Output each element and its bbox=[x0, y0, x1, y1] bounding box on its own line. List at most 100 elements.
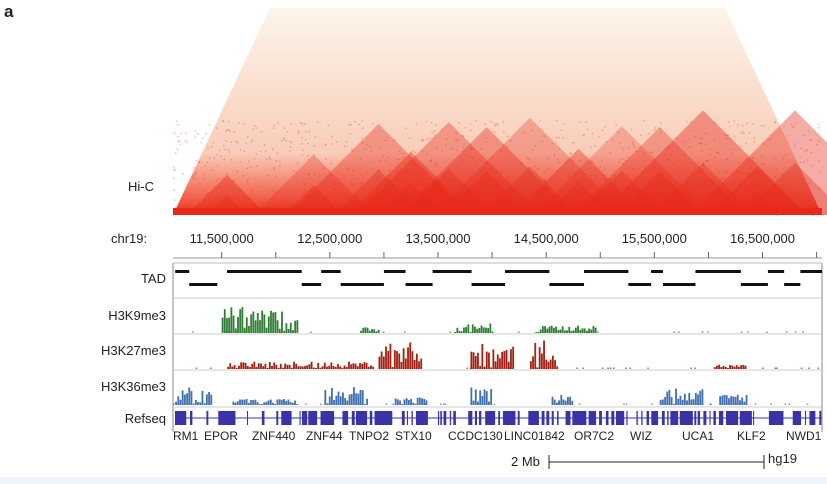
h3k9me3-bar bbox=[456, 327, 459, 333]
h3k27me3-bar bbox=[350, 364, 353, 369]
hic-speckle bbox=[527, 167, 529, 169]
track-label-h3k36me3: H3K36me3 bbox=[100, 379, 166, 394]
h3k36me3-bar bbox=[479, 390, 482, 405]
h3k27me3-bar bbox=[323, 362, 326, 369]
h3k9me3-dot bbox=[225, 331, 228, 333]
hic-speckle bbox=[745, 142, 747, 144]
h3k27me3-bar bbox=[738, 366, 740, 369]
h3k9me3-bar bbox=[373, 329, 376, 333]
hic-speckle bbox=[451, 148, 453, 150]
hic-speckle bbox=[254, 124, 256, 127]
hic-speckle bbox=[418, 193, 421, 196]
hic-speckle bbox=[585, 187, 587, 189]
hic-speckle bbox=[546, 157, 549, 159]
hic-speckle bbox=[507, 179, 510, 182]
hic-speckle bbox=[301, 142, 303, 145]
hic-speckle bbox=[297, 132, 300, 135]
hic-speckle bbox=[744, 203, 746, 206]
hic-speckle bbox=[485, 137, 488, 140]
h3k9me3-bar bbox=[285, 323, 288, 333]
hic-speckle bbox=[475, 162, 477, 164]
hic-speckle bbox=[396, 158, 399, 160]
h3k27me3-bar bbox=[507, 361, 510, 369]
refseq-exon bbox=[443, 411, 447, 425]
h3k36me3-dot bbox=[182, 403, 184, 405]
hic-speckle bbox=[421, 140, 424, 142]
hic-speckle bbox=[488, 206, 490, 209]
hic-speckle bbox=[707, 160, 709, 162]
hic-speckle bbox=[569, 203, 572, 205]
hic-speckle bbox=[471, 156, 473, 159]
h3k36me3-bar bbox=[688, 392, 691, 405]
hic-speckle bbox=[729, 138, 732, 140]
hic-speckle bbox=[707, 206, 709, 209]
h3k36me3-bar bbox=[357, 393, 360, 405]
h3k36me3-dot bbox=[788, 403, 791, 405]
refseq-exon bbox=[449, 411, 452, 425]
hic-speckle bbox=[716, 151, 718, 153]
hic-speckle bbox=[690, 193, 692, 195]
hic-speckle bbox=[697, 197, 700, 199]
hic-speckle bbox=[233, 131, 235, 133]
h3k9me3-bar bbox=[223, 309, 226, 333]
h3k27me3-bar bbox=[315, 368, 317, 369]
hic-speckle bbox=[364, 148, 366, 150]
hic-speckle bbox=[222, 144, 225, 147]
hic-speckle bbox=[603, 169, 605, 171]
hic-speckle bbox=[657, 188, 660, 190]
hic-speckle bbox=[579, 121, 582, 123]
bottom-strip bbox=[0, 477, 827, 484]
hic-speckle bbox=[446, 138, 448, 140]
hic-speckle bbox=[633, 146, 636, 148]
h3k9me3-bar bbox=[579, 329, 582, 333]
hic-speckle bbox=[750, 183, 752, 185]
hic-speckle bbox=[175, 152, 177, 155]
hic-domain-core bbox=[379, 183, 443, 215]
hic-speckle bbox=[473, 199, 475, 201]
hic-speckle bbox=[693, 197, 695, 200]
hic-speckle bbox=[285, 140, 287, 142]
hic-speckle bbox=[250, 189, 253, 191]
hic-speckle bbox=[753, 179, 755, 181]
h3k27me3-bar bbox=[380, 351, 383, 369]
hic-speckle bbox=[649, 168, 652, 171]
h3k27me3-bar bbox=[312, 367, 315, 369]
hic-speckle bbox=[589, 195, 591, 197]
hic-speckle bbox=[715, 187, 717, 189]
hic-speckle bbox=[615, 199, 618, 202]
hic-speckle bbox=[333, 188, 335, 190]
hic-speckle bbox=[184, 139, 186, 142]
hic-speckle bbox=[331, 135, 333, 138]
h3k27me3-bar bbox=[496, 354, 499, 369]
hic-speckle bbox=[351, 184, 353, 186]
hic-speckle bbox=[177, 140, 180, 143]
h3k36me3-bar bbox=[730, 396, 733, 405]
hic-speckle bbox=[245, 142, 247, 145]
h3k27me3-bar bbox=[306, 365, 309, 369]
hic-speckle bbox=[245, 197, 247, 200]
tad-domain bbox=[549, 283, 585, 286]
hic-speckle bbox=[273, 125, 275, 127]
hic-domain-core bbox=[332, 169, 425, 215]
hic-speckle bbox=[781, 172, 783, 175]
hic-speckle bbox=[697, 187, 700, 189]
h3k9me3-bar bbox=[360, 330, 362, 333]
hic-speckle bbox=[776, 168, 778, 171]
hic-speckle bbox=[676, 137, 679, 140]
h3k36me3-bar bbox=[258, 403, 261, 405]
hic-speckle bbox=[522, 191, 524, 193]
hic-speckle bbox=[414, 151, 416, 154]
h3k9me3-dot bbox=[229, 331, 232, 333]
hic-speckle bbox=[751, 204, 753, 207]
tracks bbox=[172, 262, 823, 432]
hic-speckle bbox=[792, 194, 795, 197]
hic-speckle bbox=[458, 122, 460, 124]
h3k36me3-bar bbox=[721, 395, 724, 405]
refseq-exon bbox=[804, 411, 807, 425]
hic-speckle bbox=[399, 150, 401, 152]
hic-speckle bbox=[699, 142, 701, 145]
hic-speckle bbox=[197, 199, 199, 201]
h3k36me3-bar bbox=[267, 400, 270, 405]
hic-speckle bbox=[273, 167, 276, 169]
hic-speckle bbox=[738, 186, 740, 189]
